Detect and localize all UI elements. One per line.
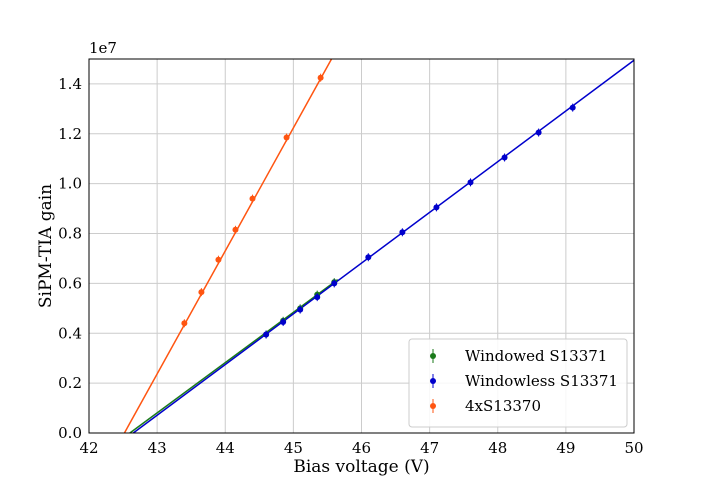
y-tick-label: 1.0 (58, 175, 82, 193)
y-tick-label: 0.6 (58, 274, 82, 292)
legend-marker (430, 403, 436, 409)
data-point-series-1 (280, 319, 287, 326)
x-tick-label: 49 (556, 439, 575, 457)
y-axis-label: SiPM-TIA gain (36, 184, 56, 308)
data-point-series-1 (569, 104, 576, 111)
y-tick-label: 0.0 (58, 424, 82, 442)
data-point-series-1 (467, 179, 474, 186)
data-point-series-1 (535, 129, 542, 136)
x-tick-label: 44 (216, 439, 235, 457)
legend-label: 4xS13370 (465, 397, 541, 415)
legend-marker (430, 353, 436, 359)
data-point-series-1 (433, 204, 440, 211)
y-tick-label: 0.4 (58, 324, 82, 342)
x-tick-label: 42 (79, 439, 98, 457)
y-tick-label: 0.2 (58, 374, 82, 392)
data-point-series-2 (317, 74, 324, 81)
data-point-series-2 (232, 226, 239, 233)
legend-box (408, 338, 628, 428)
x-tick-labels: 42 43 44 45 46 47 48 49 50 (79, 439, 643, 457)
legend-label: Windowed S13371 (465, 347, 607, 365)
plot-frame (88, 58, 635, 434)
data-point-series-2 (283, 134, 290, 141)
data-point-series-1 (399, 229, 406, 236)
y-tick-label: 1.2 (58, 125, 82, 143)
x-tick-label: 47 (420, 439, 439, 457)
data-point-series-1 (263, 331, 270, 338)
fit-line-series-2 (123, 58, 333, 434)
x-tick-label: 45 (284, 439, 303, 457)
x-axis-label: Bias voltage (V) (293, 457, 429, 477)
data-point-series-1 (297, 306, 304, 313)
data-point-series-2 (215, 256, 222, 263)
data-point-series-2 (249, 195, 256, 202)
legend-marker (430, 378, 436, 384)
data-point-series-2 (198, 289, 205, 296)
y-tick-label: 1.4 (58, 75, 82, 93)
fit-line-series-1 (132, 59, 635, 434)
fit-line-series-0 (129, 279, 339, 434)
x-tick-label: 43 (148, 439, 167, 457)
y-multiplier-label: 1e7 (89, 39, 117, 57)
legend-label: Windowless S13371 (465, 372, 618, 390)
x-tick-label: 46 (352, 439, 371, 457)
data-point-series-1 (501, 154, 508, 161)
data-point-series-1 (314, 294, 321, 301)
fit-lines (123, 58, 635, 434)
data-point-series-2 (181, 320, 188, 327)
data-point-series-1 (331, 280, 338, 287)
x-tick-label: 50 (624, 439, 643, 457)
y-tick-label: 0.8 (58, 225, 82, 243)
x-tick-label: 48 (488, 439, 507, 457)
y-tick-labels: 0.0 0.2 0.4 0.6 0.8 1.0 1.2 1.4 (58, 75, 82, 442)
legend: Windowed S13371 Windowless S13371 4xS13370 (408, 338, 628, 428)
data-points (181, 73, 576, 339)
data-point-series-1 (365, 254, 372, 261)
